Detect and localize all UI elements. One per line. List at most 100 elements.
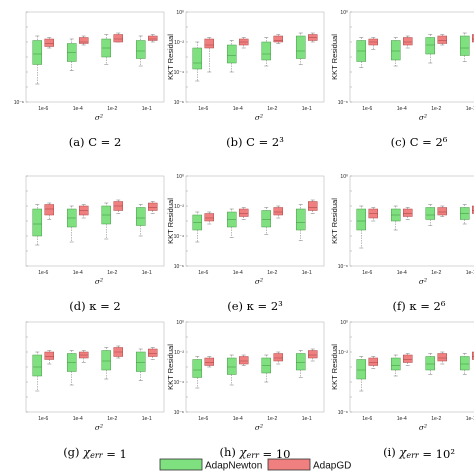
x-tick-label: 1e-1 — [142, 416, 152, 422]
y-tick-label: 10⁰ — [340, 10, 348, 16]
x-tick-label: 1e-1 — [142, 106, 152, 112]
box-newton — [136, 35, 146, 67]
box-body — [425, 37, 435, 55]
box-gd — [79, 350, 89, 363]
x-axis-label: σ² — [255, 423, 263, 432]
box-body — [425, 356, 435, 371]
box-gd — [273, 351, 283, 365]
box-body — [296, 208, 306, 231]
box-body — [261, 210, 271, 228]
subplot-caption: (a) C = 2 — [69, 135, 122, 149]
x-tick-label: 1e-6 — [38, 416, 48, 422]
box-body — [32, 40, 42, 65]
subplot-d: 1e-6 1e-4 1e-2 1e-1 σ² (d) κ = 2 — [25, 175, 165, 313]
subplot-caption: (d) κ = 2 — [69, 299, 120, 313]
box-newton — [391, 37, 401, 67]
box-body — [227, 44, 237, 64]
box-gd — [437, 34, 447, 46]
x-tick-label: 1e-6 — [362, 106, 372, 112]
legend-label-newton: AdapNewton — [205, 461, 262, 472]
x-axis-label: σ² — [419, 277, 427, 286]
y-tick-label: 10⁻⁴ — [174, 70, 184, 76]
x-tick-label: 1e-6 — [198, 270, 208, 276]
box-body — [437, 207, 447, 216]
subplot-f: 10⁰ 10⁻⁶ KKT Residual 1e-6 1e-4 1e-2 1e-1 σ² (f)… — [330, 174, 474, 313]
box-body — [296, 35, 306, 59]
box-newton — [227, 40, 237, 73]
box-body — [204, 38, 214, 49]
box-newton — [460, 353, 470, 375]
x-tick-label: 1e-2 — [107, 106, 117, 112]
box-gd — [403, 207, 413, 220]
box-newton — [391, 205, 401, 231]
box-body — [192, 47, 202, 70]
x-axis-label: σ² — [95, 277, 103, 286]
box-newton — [261, 37, 271, 67]
box-newton — [425, 204, 435, 226]
box-body — [32, 208, 42, 237]
box-body — [148, 35, 158, 41]
legend-label-gd: AdapGD — [313, 461, 351, 472]
box-newton — [425, 34, 435, 64]
box-body — [227, 357, 237, 375]
y-tick-label: 10⁻⁶ — [174, 264, 184, 270]
y-tick-label: 10⁰ — [176, 10, 184, 16]
y-tick-label: 10⁻² — [174, 350, 184, 356]
box-body — [308, 201, 318, 211]
x-tick-label: 1e-2 — [267, 106, 277, 112]
box-body — [136, 207, 146, 226]
x-tick-label: 1e-4 — [73, 106, 83, 112]
x-tick-label: 1e-2 — [267, 270, 277, 276]
x-tick-label: 1e-6 — [362, 270, 372, 276]
x-tick-label: 1e-4 — [233, 270, 243, 276]
box-body — [356, 359, 366, 380]
box-newton — [391, 354, 401, 377]
y-axis-label: KKT Residual — [166, 198, 175, 244]
box-body — [136, 40, 146, 59]
box-gd — [308, 32, 318, 43]
y-tick-label: 10⁰ — [340, 174, 348, 180]
x-tick-label: 1e-4 — [233, 106, 243, 112]
y-axis-label: KKT Residual — [330, 198, 339, 244]
x-axis-label: σ² — [419, 423, 427, 432]
box-gd — [148, 347, 158, 360]
x-tick-label: 1e-4 — [397, 270, 407, 276]
box-body — [391, 40, 401, 61]
x-tick-label: 1e-2 — [431, 270, 441, 276]
box-body — [136, 351, 146, 372]
box-gd — [368, 356, 378, 369]
box-body — [79, 37, 89, 44]
box-body — [403, 37, 413, 46]
subplot-caption: (c) C = 2⁶ — [391, 135, 448, 149]
subplot-e: 10⁰ 10⁻² 10⁻⁴ 10⁻⁶ KKT Residual 1e-6 1e-4 1e-2 1… — [166, 174, 325, 313]
box-gd — [113, 345, 123, 359]
box-gd — [44, 37, 54, 49]
box-gd — [239, 354, 249, 366]
box-body — [204, 357, 214, 366]
x-tick-label: 1e-4 — [397, 416, 407, 422]
box-gd — [273, 205, 283, 219]
y-tick-label: 10⁰ — [176, 174, 184, 180]
box-newton — [32, 35, 42, 85]
y-axis-label: KKT Residual — [166, 344, 175, 390]
box-body — [44, 38, 54, 47]
box-newton — [261, 207, 271, 235]
subplot-caption: (e) κ = 2³ — [227, 299, 283, 313]
x-tick-label: 1e-2 — [107, 416, 117, 422]
x-axis-label: σ² — [95, 113, 103, 122]
x-tick-label: 1e-1 — [302, 270, 312, 276]
subplot-caption: (g) χerr = 1 — [63, 445, 127, 461]
box-newton — [101, 34, 111, 65]
x-tick-label: 1e-4 — [73, 416, 83, 422]
box-newton — [192, 211, 202, 243]
box-body — [356, 208, 366, 231]
y-axis-label: KKT Residual — [330, 34, 339, 80]
x-axis-label: σ² — [419, 113, 427, 122]
box-body — [239, 208, 249, 217]
x-tick-label: 1e-6 — [38, 270, 48, 276]
box-newton — [67, 350, 77, 386]
y-axis-label: KKT Residual — [166, 34, 175, 80]
subplot-caption: (b) C = 2³ — [226, 135, 284, 149]
y-tick-label: 10⁻² — [174, 40, 184, 46]
legend-swatch-gd — [267, 458, 311, 471]
